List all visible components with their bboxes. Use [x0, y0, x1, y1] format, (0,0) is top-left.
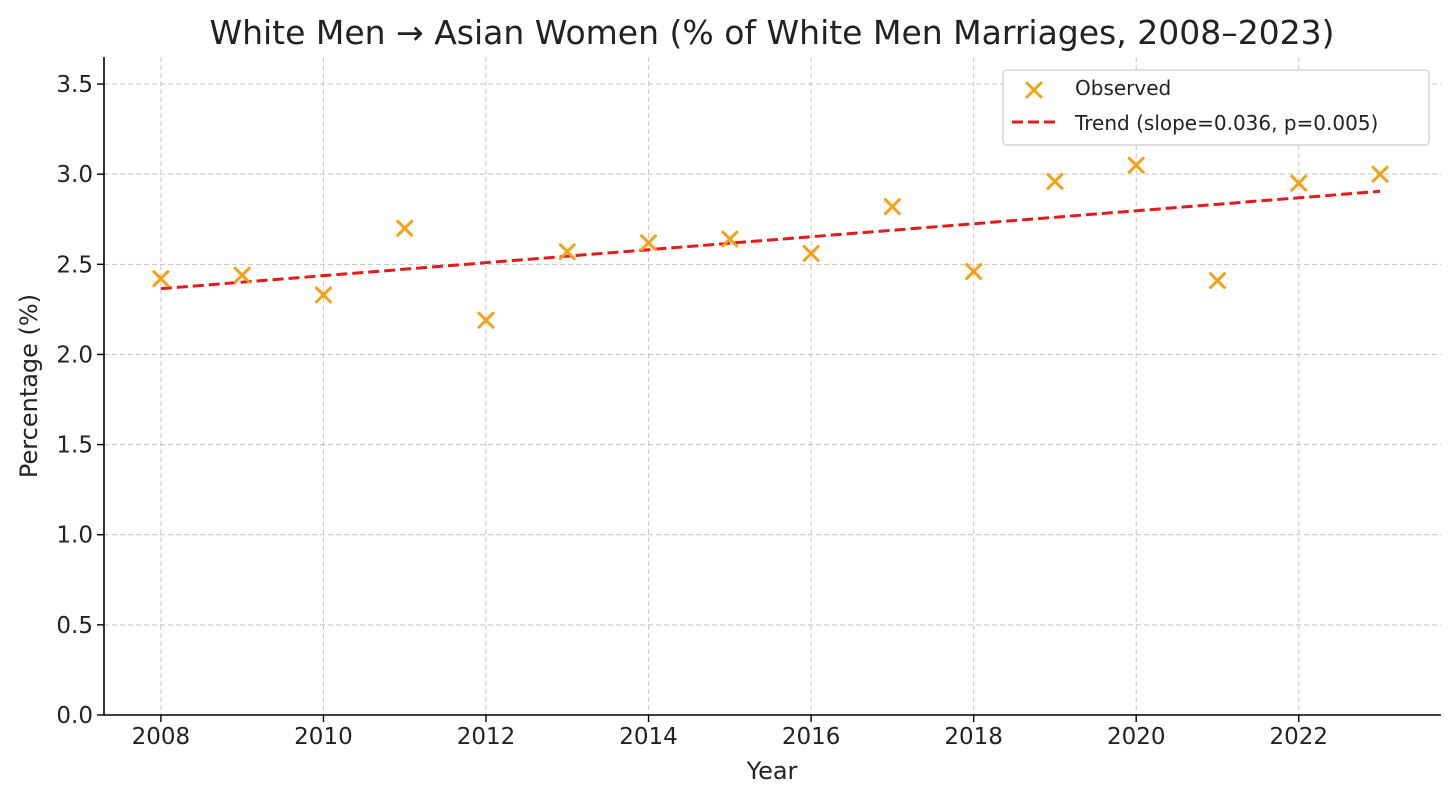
y-tick-label: 2.5: [56, 252, 93, 278]
observed-series: [152, 156, 1389, 329]
observed-point: [721, 230, 739, 248]
observed-point: [1208, 272, 1226, 290]
x-tick-label: 2014: [619, 724, 678, 750]
observed-point: [558, 243, 576, 261]
x-tick-label: 2010: [294, 724, 353, 750]
y-tick-label: 0.5: [56, 613, 93, 639]
x-tick-label: 2016: [782, 724, 841, 750]
legend-observed-label: Observed: [1075, 76, 1171, 100]
y-axis-label: Percentage (%): [15, 294, 43, 478]
y-axis-ticks: 0.0 0.5 1.0 1.5 2.0 2.5 3.0 3.5: [56, 72, 104, 729]
y-tick-label: 0.0: [56, 703, 93, 729]
observed-point: [152, 270, 170, 288]
observed-point: [802, 244, 820, 262]
x-tick-label: 2008: [132, 724, 191, 750]
observed-point: [1046, 172, 1064, 190]
observed-point: [1127, 156, 1145, 174]
observed-point: [965, 263, 983, 281]
observed-point: [883, 198, 901, 216]
x-tick-label: 2012: [457, 724, 516, 750]
y-tick-label: 1.0: [56, 523, 93, 549]
x-axis-ticks: 2008 2010 2012 2014 2016 2018 2020 2022: [132, 715, 1328, 750]
observed-point: [640, 234, 658, 252]
observed-point: [477, 311, 495, 329]
chart-title: White Men → Asian Women (% of White Men …: [209, 13, 1334, 52]
legend-trend-label: Trend (slope=0.036, p=0.005): [1074, 111, 1378, 135]
y-tick-label: 3.0: [56, 162, 93, 188]
x-tick-label: 2018: [944, 724, 1003, 750]
y-tick-label: 1.5: [56, 433, 93, 459]
trend-line: [160, 189, 1381, 291]
observed-point: [1290, 174, 1308, 192]
y-tick-label: 3.5: [56, 72, 93, 98]
x-axis-label: Year: [746, 757, 798, 785]
observed-point: [396, 219, 414, 237]
x-tick-label: 2022: [1269, 724, 1328, 750]
trend-series: [160, 189, 1381, 291]
legend-observed-marker: [1025, 81, 1043, 99]
x-tick-label: 2020: [1107, 724, 1166, 750]
y-tick-label: 2.0: [56, 342, 93, 368]
legend: Observed Trend (slope=0.036, p=0.005): [1002, 69, 1430, 146]
observed-point: [314, 286, 332, 304]
observed-point: [1371, 165, 1389, 183]
legend-box: [1002, 69, 1430, 146]
observed-point: [233, 266, 251, 284]
